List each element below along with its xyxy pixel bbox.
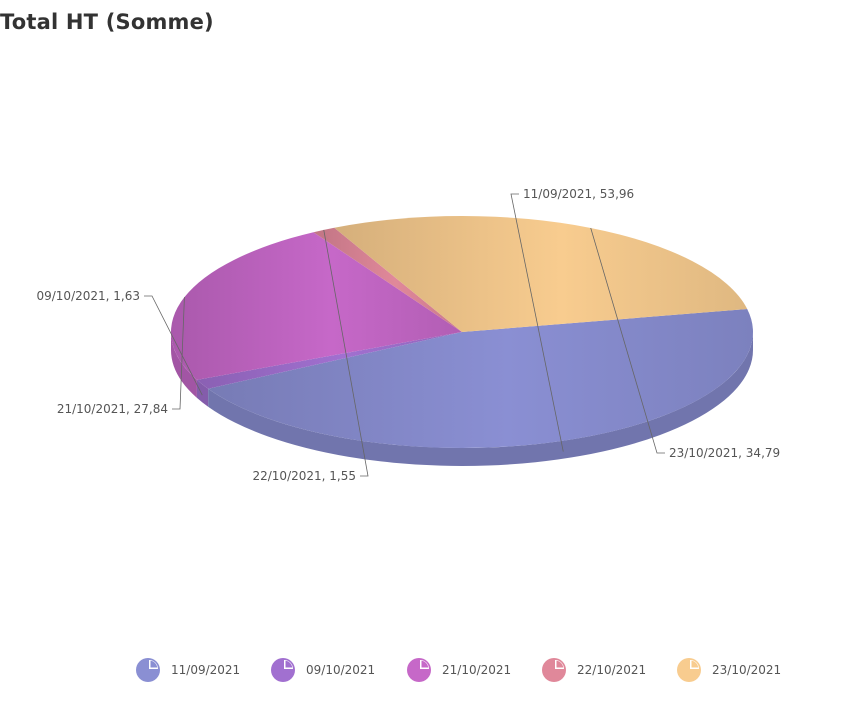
pie-icon <box>541 657 567 683</box>
slice-11-09-2021[interactable] <box>208 308 754 449</box>
leader-line <box>144 295 203 396</box>
legend-item-23-10-2021[interactable]: 23/10/2021 <box>676 656 781 684</box>
pie-chart: 11/09/2021, 53,96 09/10/2021, 1,63 21/10/2… <box>36 187 780 483</box>
slice-side-21-10-2021 <box>171 332 197 398</box>
data-label-21-10-2021: 21/10/2021, 27,84 <box>57 402 168 416</box>
slice-side-11-09-2021 <box>208 332 754 466</box>
legend-label: 21/10/2021 <box>442 663 512 677</box>
pie-icon <box>406 657 432 683</box>
chart-title: Total HT (Somme) <box>0 10 214 34</box>
slice-21-10-2021[interactable] <box>171 232 462 380</box>
slice-22-10-2021[interactable] <box>313 227 462 332</box>
data-label-23-10-2021: 23/10/2021, 34,79 <box>669 446 780 460</box>
leader-line <box>323 229 369 477</box>
pie-icon <box>135 657 161 683</box>
slice-23-10-2021[interactable] <box>334 215 748 332</box>
slice-side-09-10-2021 <box>196 379 209 407</box>
data-label-22-10-2021: 22/10/2021, 1,55 <box>252 469 356 483</box>
legend-item-09-10-2021[interactable]: 09/10/2021 <box>270 656 375 684</box>
legend-item-22-10-2021[interactable]: 22/10/2021 <box>541 656 646 684</box>
data-label-09-10-2021: 09/10/2021, 1,63 <box>36 289 140 303</box>
legend-label: 09/10/2021 <box>306 663 376 677</box>
legend-item-11-09-2021[interactable]: 11/09/2021 <box>135 656 240 684</box>
data-label-11-09-2021: 11/09/2021, 53,96 <box>523 187 634 201</box>
legend-label: 11/09/2021 <box>171 663 241 677</box>
pie-icon <box>676 657 702 683</box>
leader-line <box>510 193 564 452</box>
legend-item-21-10-2021[interactable]: 21/10/2021 <box>406 656 511 684</box>
slice-09-10-2021[interactable] <box>196 332 462 389</box>
legend-label: 22/10/2021 <box>577 663 647 677</box>
leader-line <box>172 297 185 410</box>
legend-label: 23/10/2021 <box>712 663 782 677</box>
chart-legend: 11/09/2021 09/10/2021 21/10/2021 22/10/2… <box>0 656 848 686</box>
pie-icon <box>270 657 296 683</box>
leader-line <box>590 227 665 454</box>
